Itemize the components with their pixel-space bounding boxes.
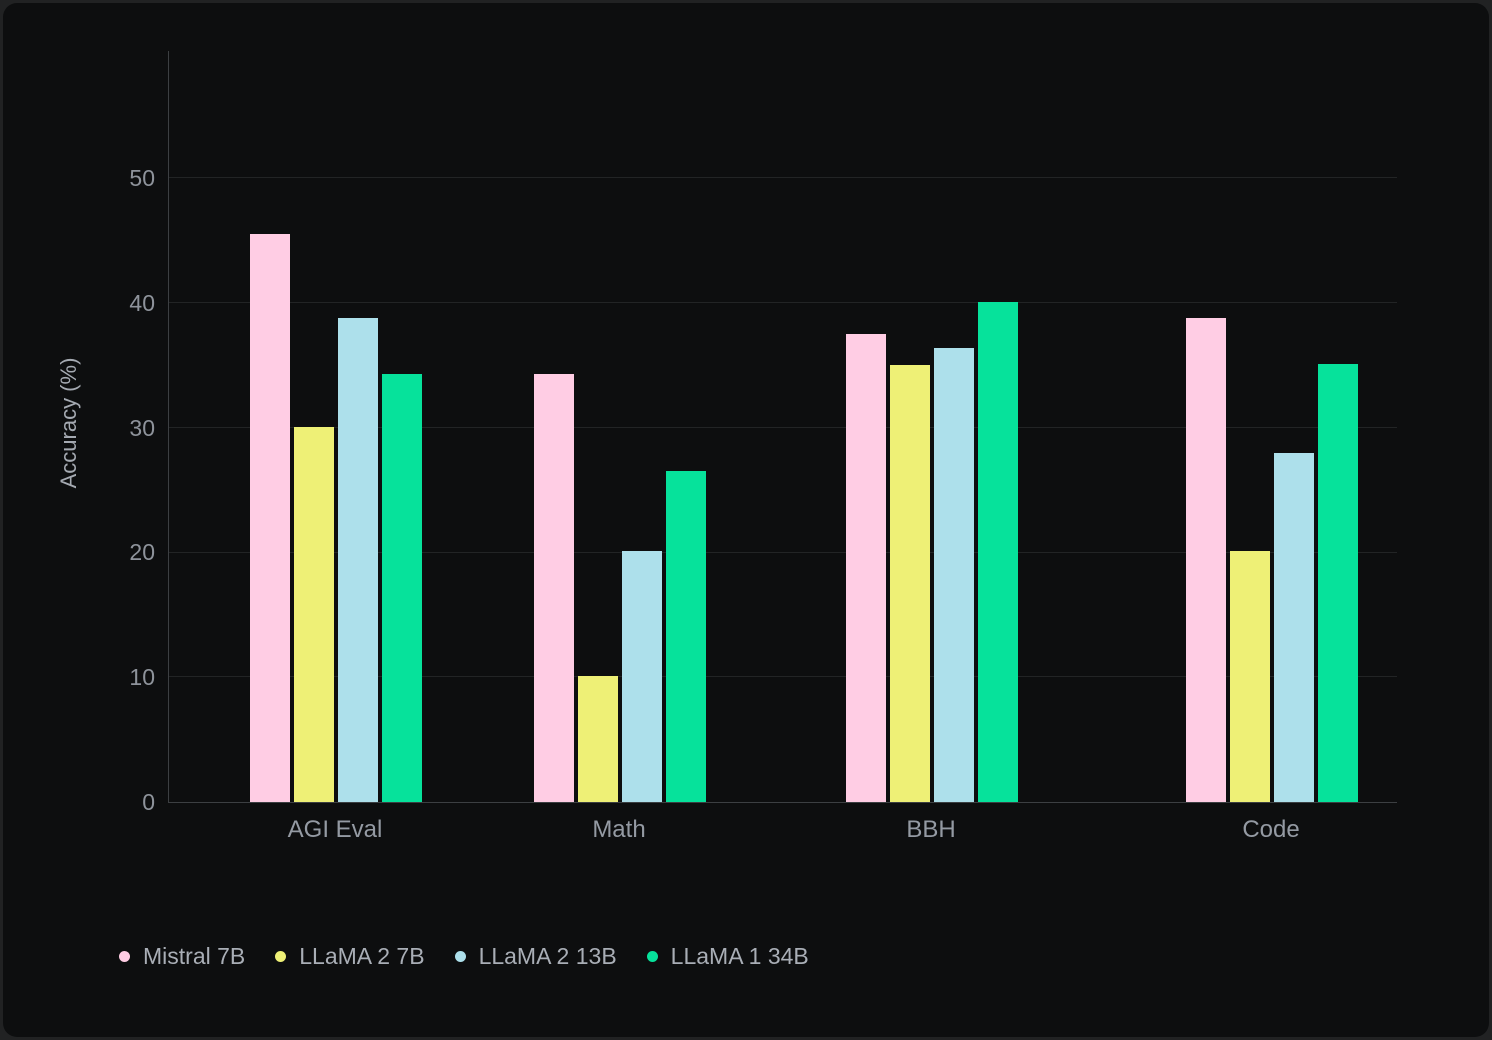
legend-dot-llama-2-7b [275,950,287,962]
x-axis-label-agi-eval: AGI Eval [287,816,383,843]
y-tick-label-40: 40 [129,289,155,316]
y-tick-label-10: 10 [129,664,155,691]
legend-label-llama-2-13b: LLaMA 2 13B [478,943,617,969]
bar-llama-1-34b-bbh[interactable] [978,301,1018,802]
bar-llama-1-34b-math[interactable] [666,471,706,802]
plot-area [168,51,1397,803]
bar-group-code [1186,51,1358,802]
bar-llama-1-34b-agi-eval[interactable] [382,374,422,802]
y-tick-label-50: 50 [129,165,155,192]
y-tick-label-0: 0 [142,789,155,815]
legend-item-llama-2-13b[interactable]: LLaMA 2 13B [454,941,617,971]
chart-card: Accuracy (%) Mistral 7B LLaMA 2 7B LLaMA 2… [3,3,1489,1037]
bar-llama-2-13b-agi-eval[interactable] [338,317,378,802]
bar-group-bbh [846,51,1018,802]
bar-group-math [534,51,706,802]
bar-llama-2-7b-code[interactable] [1230,551,1270,802]
legend-label-mistral-7b: Mistral 7B [143,943,246,969]
legend-label-llama-1-34b: LLaMA 1 34B [670,943,809,969]
legend-item-mistral-7b[interactable]: Mistral 7B [119,941,245,971]
bar-mistral-7b-agi-eval[interactable] [250,234,290,802]
x-axis-label-code: Code [1242,816,1300,843]
bar-llama-2-13b-bbh[interactable] [934,347,974,802]
bar-llama-1-34b-code[interactable] [1318,364,1358,802]
legend-dot-mistral-7b [119,950,130,962]
bar-llama-2-7b-agi-eval[interactable] [294,426,334,802]
bar-llama-2-7b-math[interactable] [578,676,618,802]
legend-dot-llama-2-13b [454,950,466,962]
x-axis-label-math: Math [592,816,646,843]
gridline-50 [169,177,1397,179]
y-tick-label-30: 30 [129,414,155,441]
gridline-20 [169,551,1397,553]
gridline-40 [169,302,1397,303]
bar-mistral-7b-bbh[interactable] [846,334,886,802]
x-axis-label-bbh: BBH [906,816,956,843]
legend: Mistral 7B LLaMA 2 7B LLaMA 2 13B LLaMA 1 3… [119,941,809,971]
y-tick-label-20: 20 [129,539,155,566]
legend-item-llama-1-34b[interactable]: LLaMA 1 34B [646,941,809,971]
bar-mistral-7b-code[interactable] [1186,317,1226,802]
gridline-30 [169,426,1397,428]
legend-item-llama-2-7b[interactable]: LLaMA 2 7B [275,941,425,971]
legend-dot-llama-1-34b [646,950,658,962]
bar-llama-2-7b-bbh[interactable] [890,365,930,802]
gridline-10 [169,676,1397,678]
bar-llama-2-13b-math[interactable] [622,551,662,802]
bar-mistral-7b-math[interactable] [534,374,574,802]
legend-label-llama-2-7b: LLaMA 2 7B [299,943,425,969]
bar-llama-2-13b-code[interactable] [1274,452,1314,802]
bar-group-agi-eval [250,51,422,802]
